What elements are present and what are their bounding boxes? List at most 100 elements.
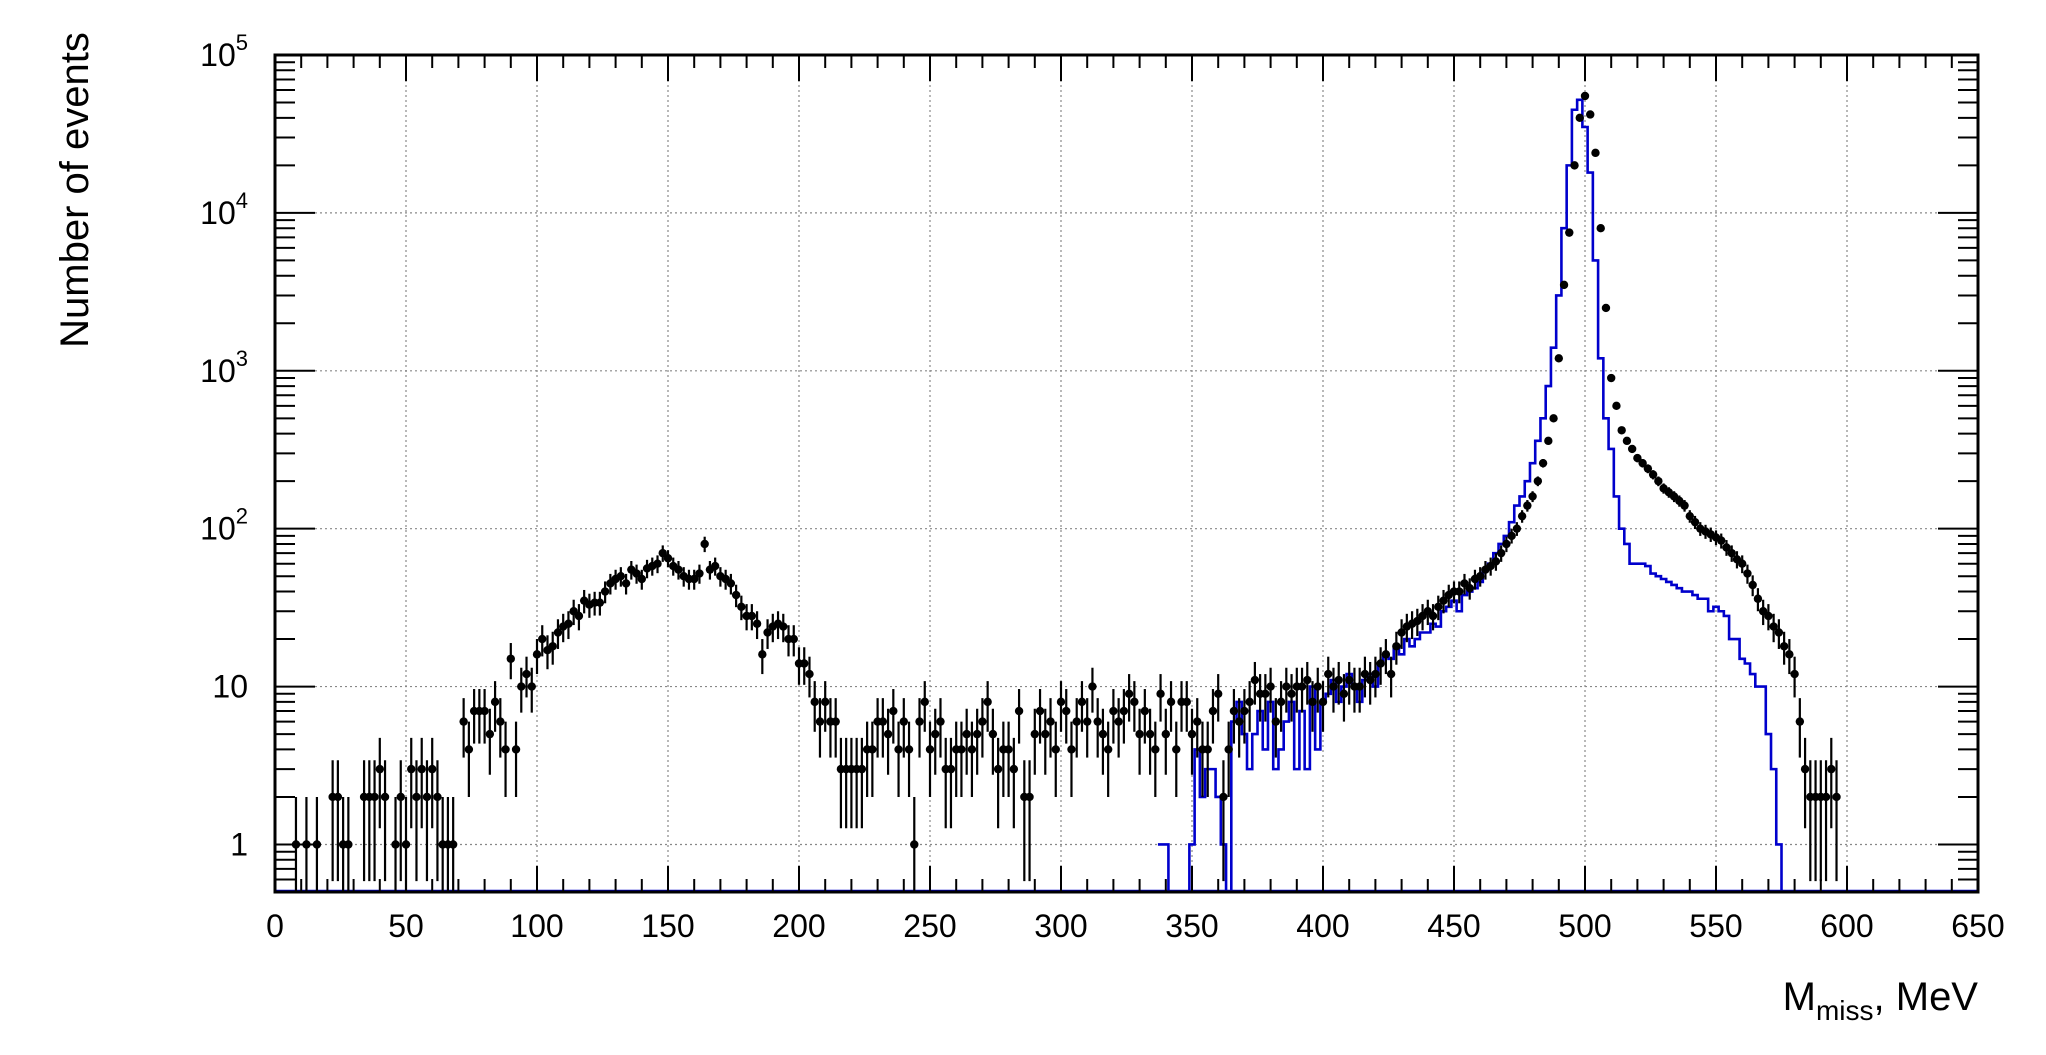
data-point: [532, 650, 542, 659]
data-point: [1172, 745, 1181, 754]
data-point: [1627, 444, 1637, 454]
data-point: [1633, 453, 1642, 463]
x-axis-label-unit: , MeV: [1874, 975, 1979, 1019]
data-point: [417, 764, 426, 774]
data-point: [1130, 697, 1139, 707]
data-point: [464, 745, 474, 754]
data-point: [1313, 682, 1322, 691]
data-point: [1717, 536, 1726, 545]
data-point: [915, 717, 924, 726]
data-point: [663, 554, 673, 563]
y-tick-label-exponent: 2: [236, 504, 248, 529]
x-tick-label: 150: [641, 908, 694, 944]
data-point: [1234, 717, 1244, 726]
data-point: [506, 654, 515, 663]
data-point: [821, 697, 830, 707]
data-point: [412, 792, 421, 802]
data-point: [459, 717, 468, 726]
data-point: [658, 548, 667, 558]
data-point: [1282, 682, 1291, 691]
y-tick-label-exponent: 4: [236, 188, 248, 213]
data-point: [1261, 689, 1270, 699]
plot-frame: [273, 53, 1980, 894]
data-point: [407, 764, 416, 774]
data-point: [1250, 675, 1260, 685]
data-point: [1785, 650, 1794, 659]
data-point: [1166, 697, 1176, 707]
data-point: [1025, 792, 1034, 802]
data-point: [1570, 161, 1579, 170]
data-points-layer: [291, 91, 1841, 892]
data-point: [752, 619, 762, 628]
data-point: [700, 539, 709, 549]
y-tick-label-exponent: 5: [236, 30, 248, 55]
data-point: [621, 579, 631, 588]
data-point: [1004, 745, 1013, 754]
data-point: [1575, 113, 1584, 123]
x-tick-label: 450: [1427, 908, 1480, 944]
data-point: [1266, 682, 1275, 691]
data-point: [763, 628, 772, 637]
x-axis-label-main: M: [1783, 975, 1816, 1019]
data-point: [1371, 669, 1380, 679]
data-point: [1654, 476, 1663, 486]
data-point: [548, 642, 557, 651]
data-point: [1276, 697, 1286, 707]
data-point: [1517, 511, 1527, 521]
data-point: [1187, 729, 1197, 739]
x-tick-label: 500: [1558, 908, 1611, 944]
data-point: [1109, 706, 1118, 716]
data-point: [1303, 675, 1312, 685]
data-point: [1334, 675, 1343, 685]
x-tick-label: 350: [1165, 908, 1218, 944]
data-point: [501, 745, 510, 754]
data-point: [1565, 228, 1574, 237]
data-point: [758, 650, 767, 659]
data-point: [422, 792, 432, 802]
data-point: [595, 598, 605, 607]
y-tick-label: 103: [200, 346, 248, 389]
data-point: [1643, 464, 1653, 473]
data-point: [496, 717, 505, 726]
data-point: [1586, 110, 1595, 119]
data-point: [1271, 717, 1281, 726]
data-point: [517, 682, 526, 691]
data-point: [731, 590, 741, 600]
data-point: [1140, 706, 1150, 716]
data-point: [1339, 689, 1349, 699]
data-point: [710, 561, 720, 571]
data-point: [1145, 729, 1155, 739]
data-point: [1345, 675, 1354, 685]
data-point: [1774, 628, 1784, 637]
data-point: [1476, 572, 1485, 581]
data-point: [312, 840, 322, 849]
data-point: [1753, 594, 1763, 603]
data-point: [1386, 669, 1396, 679]
data-point: [1360, 669, 1370, 679]
data-point: [1538, 458, 1548, 468]
data-point: [480, 706, 489, 716]
data-point: [1229, 706, 1239, 716]
data-point: [1622, 436, 1632, 446]
data-point: [857, 764, 867, 774]
data-point: [396, 792, 405, 802]
data-point: [988, 729, 998, 739]
data-point: [1214, 689, 1223, 699]
y-axis-label: Number of events: [53, 32, 97, 348]
data-point: [946, 764, 956, 774]
data-point: [1392, 642, 1401, 651]
data-point: [1056, 697, 1066, 707]
data-point: [993, 764, 1003, 774]
data-point: [1114, 717, 1123, 726]
data-point: [538, 634, 547, 644]
data-point: [1601, 303, 1611, 313]
y-tick-label-base: 1: [230, 826, 248, 862]
data-point: [899, 717, 908, 726]
data-point: [1680, 501, 1689, 510]
data-point: [1795, 717, 1805, 726]
data-point: [428, 764, 437, 774]
data-point: [1161, 729, 1171, 739]
data-point: [1827, 764, 1836, 774]
data-point: [1800, 764, 1810, 774]
